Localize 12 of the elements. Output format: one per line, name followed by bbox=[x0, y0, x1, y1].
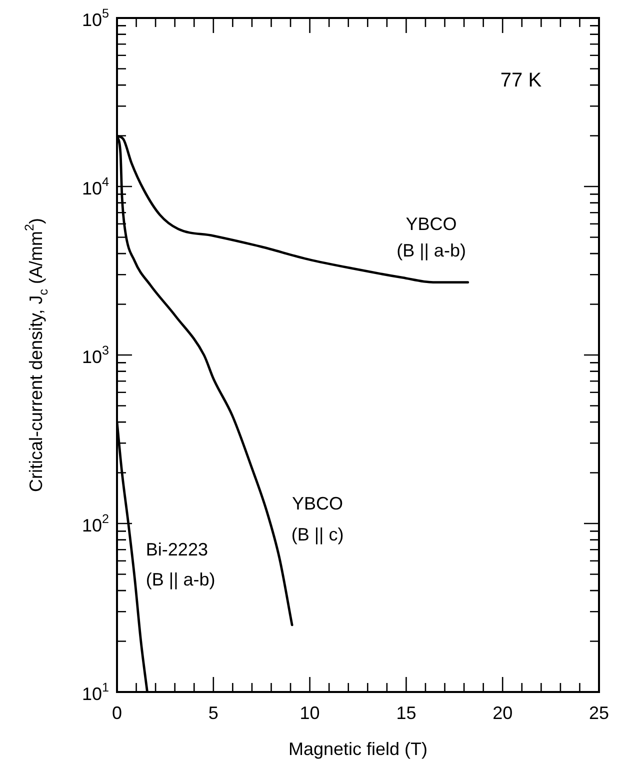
x-axis-title: Magnetic field (T) bbox=[288, 738, 428, 759]
x-tick-label: 15 bbox=[396, 702, 416, 723]
x-tick-label: 0 bbox=[112, 702, 122, 723]
x-tick-label: 20 bbox=[492, 702, 513, 723]
series-label: Bi-2223 (B || a-b) bbox=[146, 540, 216, 590]
series-label: YBCO (B || c) bbox=[291, 493, 344, 544]
y-axis-title: Critical-current density, Jc (A/mm2) bbox=[22, 218, 51, 492]
annotation: 77 K bbox=[500, 70, 542, 92]
x-tick-label: 10 bbox=[300, 702, 320, 723]
x-tick-label: 5 bbox=[208, 702, 218, 723]
x-tick-label: 25 bbox=[588, 702, 610, 723]
series-label: YBCO (B || a-b) bbox=[396, 214, 466, 261]
